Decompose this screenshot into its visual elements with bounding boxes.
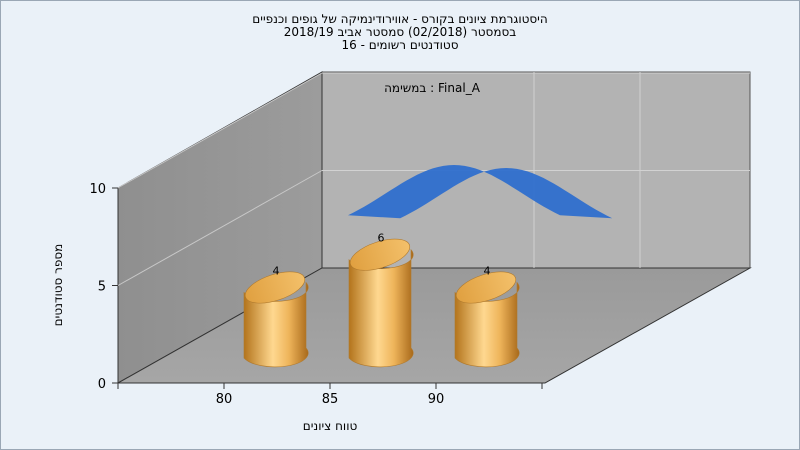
y-axis-title: מספר סטודנטים bbox=[51, 244, 65, 327]
gridline-left-wall bbox=[117, 72, 323, 189]
chart-title-line-1: היסטוגרמת ציונים בקורס - אווירודינמיקה ש… bbox=[252, 12, 548, 26]
bar-top bbox=[244, 271, 306, 304]
x-tick-label: 80 bbox=[216, 392, 233, 407]
y-tick-label: 10 bbox=[89, 182, 106, 197]
x-tick-label: 85 bbox=[322, 392, 339, 407]
bar-top bbox=[349, 238, 411, 271]
bars-layer bbox=[243, 238, 520, 368]
x-tick-label: 90 bbox=[428, 392, 445, 407]
curve-layer bbox=[348, 165, 613, 219]
labels-layer: 4 6 4 bbox=[273, 232, 491, 278]
bar-data-label: 6 bbox=[378, 232, 385, 245]
chart-title-line-3: סטודנטים רשומים - 16 bbox=[341, 38, 459, 52]
y-tick-label: 5 bbox=[98, 280, 106, 295]
x-axis-title: טווח ציונים bbox=[303, 419, 358, 433]
gridline-left-wall bbox=[117, 170, 323, 286]
bar-data-label: 4 bbox=[273, 264, 280, 277]
bar-data-label: 4 bbox=[484, 264, 491, 277]
grid-lines bbox=[117, 72, 750, 286]
legend-entry: במשימה : Final_A bbox=[384, 81, 481, 95]
y-tick-label: 0 bbox=[98, 377, 106, 392]
bar-top bbox=[455, 271, 517, 304]
axis-ticks: 0 5 10 80 85 90 bbox=[89, 182, 543, 407]
normal-curve bbox=[348, 165, 613, 219]
chart-title-line-2: בסמסטר (02/2018) סמסטר אביב 2018/19 bbox=[283, 25, 517, 39]
